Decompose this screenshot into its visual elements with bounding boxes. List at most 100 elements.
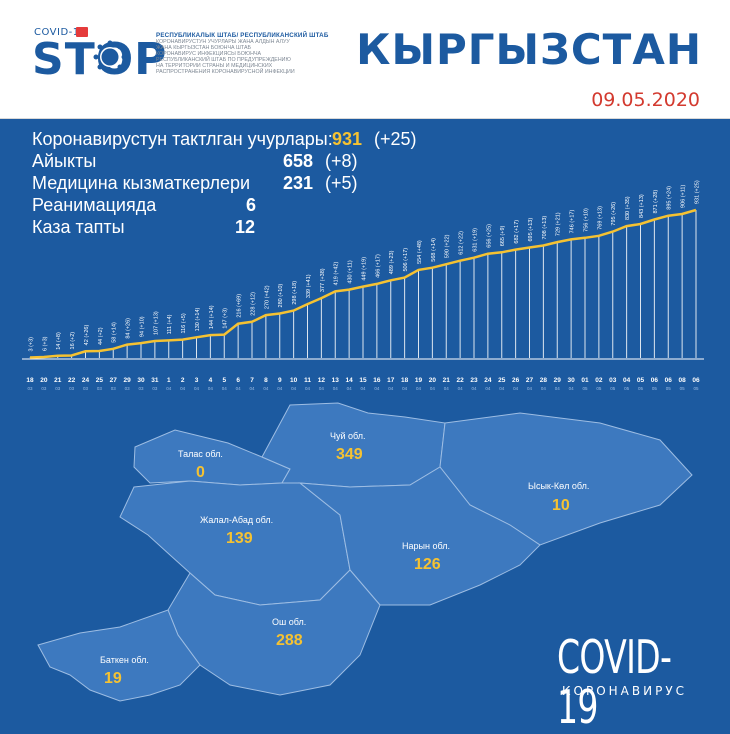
chart-x-tick-month: 04 bbox=[374, 386, 380, 391]
chart-x-tick-month: 04 bbox=[458, 386, 464, 391]
chart-data-label: 568 (+14) bbox=[431, 238, 437, 262]
chart-x-tick-day: 23 bbox=[470, 377, 478, 384]
chart-x-tick-day: 12 bbox=[318, 377, 326, 384]
logo-line: РАСПРОСТРАНЕНИЯ КОРОНАВИРУСНОЙ ИНФЕКЦИИ bbox=[156, 69, 295, 75]
chart-x-tick-month: 04 bbox=[347, 386, 353, 391]
chart-data-label: 377 (+38) bbox=[320, 268, 326, 292]
chart-data-label: 44 (+2) bbox=[98, 327, 104, 345]
chart-data-label: 42 (+26) bbox=[84, 325, 90, 346]
chart-data-label: 682 (+17) bbox=[514, 220, 520, 244]
chart-x-tick-month: 04 bbox=[194, 386, 200, 391]
chart-x-tick-day: 08 bbox=[679, 377, 687, 384]
chart-x-tick-month: 04 bbox=[263, 386, 269, 391]
chart-x-tick-month: 04 bbox=[402, 386, 408, 391]
region-value-talas: 0 bbox=[196, 464, 205, 481]
chart-x-tick-month: 04 bbox=[277, 386, 283, 391]
chart-x-tick-day: 19 bbox=[415, 377, 423, 384]
chart-data-label: 298 (+18) bbox=[292, 281, 298, 305]
chart-x-tick-month: 04 bbox=[416, 386, 422, 391]
region-name-chuy: Чуй обл. bbox=[330, 431, 366, 441]
chart-x-tick-month: 04 bbox=[430, 386, 436, 391]
chart-x-tick-month: 04 bbox=[569, 386, 575, 391]
chart-x-tick-month: 04 bbox=[291, 386, 297, 391]
chart-x-tick-day: 6 bbox=[236, 377, 240, 384]
chart-x-tick-day: 5 bbox=[222, 377, 226, 384]
chart-x-tick-month: 05 bbox=[610, 386, 616, 391]
chart-x-tick-month: 03 bbox=[97, 386, 103, 391]
chart-data-label: 729 (+21) bbox=[556, 212, 562, 236]
chart-data-label: 554 (+48) bbox=[417, 240, 423, 264]
chart-x-tick-month: 04 bbox=[249, 386, 255, 391]
chart-x-tick-month: 04 bbox=[222, 386, 228, 391]
chart-x-tick-day: 3 bbox=[195, 377, 199, 384]
chart-x-tick-day: 03 bbox=[609, 377, 617, 384]
stat-value: 6 bbox=[246, 195, 257, 215]
region-value-batken: 19 bbox=[104, 670, 122, 687]
chart-x-tick-month: 04 bbox=[360, 386, 366, 391]
chart-data-label: 871 (+28) bbox=[653, 190, 659, 214]
chart-x-tick-day: 05 bbox=[637, 377, 645, 384]
chart-x-tick-day: 31 bbox=[151, 377, 159, 384]
chart-x-tick-month: 03 bbox=[138, 386, 144, 391]
region-chuy bbox=[261, 402, 446, 488]
chart-data-label: 708 (+13) bbox=[542, 216, 548, 240]
chart-x-tick-day: 4 bbox=[209, 377, 213, 384]
chart-data-label: 94 (+10) bbox=[140, 316, 146, 337]
chart-x-tick-day: 26 bbox=[512, 377, 520, 384]
chart-x-tick-month: 05 bbox=[582, 386, 588, 391]
chart-x-tick-month: 05 bbox=[638, 386, 644, 391]
chart-data-label: 756 (+10) bbox=[584, 208, 590, 232]
chart-x-tick-day: 27 bbox=[526, 377, 534, 384]
brand-subtitle: КОРОНАВИРУС bbox=[562, 684, 688, 698]
chart-data-label: 843 (+13) bbox=[639, 194, 645, 218]
logo-line: РЕСПУБЛИКАНСКИЙ ШТАБ ПО ПРЕДУПРЕЖДЕНИЮ bbox=[156, 57, 291, 63]
chart-x-tick-month: 04 bbox=[319, 386, 325, 391]
stat-label: Айыкты bbox=[32, 151, 97, 171]
chart-series-line bbox=[29, 208, 697, 359]
chart-x-tick-day: 02 bbox=[595, 377, 603, 384]
region-value-osh: 288 bbox=[276, 632, 303, 649]
region-value-jalal-abad: 139 bbox=[226, 530, 253, 547]
chart-x-tick-month: 05 bbox=[652, 386, 658, 391]
chart-x-tick-day: 06 bbox=[665, 377, 673, 384]
chart-x-tick-month: 05 bbox=[680, 386, 686, 391]
stat-delta: (+8) bbox=[325, 151, 358, 171]
logo-line: КОРОНАВИРУСТУН УЧУРЛАРЫ ЖАНА АЛДЫН АЛУУ bbox=[156, 39, 290, 45]
chart-x-tick-day: 1 bbox=[167, 377, 171, 384]
country-title: КЫРГЫЗСТАН bbox=[356, 25, 702, 74]
chart-data-label: 216 (+69) bbox=[237, 294, 243, 318]
chart-x-tick-day: 29 bbox=[554, 377, 562, 384]
chart-data-label: 489 (+23) bbox=[389, 250, 395, 274]
chart-x-tick-day: 25 bbox=[498, 377, 506, 384]
chart-x-tick-day: 18 bbox=[401, 377, 409, 384]
chart-data-label: 58 (+14) bbox=[112, 322, 118, 343]
chart-x-tick-day: 13 bbox=[332, 377, 340, 384]
chart-x-tick-month: 03 bbox=[55, 386, 61, 391]
chart-x-tick-month: 03 bbox=[83, 386, 89, 391]
region-name-issyk-kul: Ысык-Көл обл. bbox=[528, 481, 589, 491]
chart-data-label: 339 (+41) bbox=[306, 274, 312, 298]
stat-value: 931 bbox=[332, 129, 363, 149]
chart-x-tick-day: 06 bbox=[692, 377, 700, 384]
chart-x-tick-month: 03 bbox=[69, 386, 75, 391]
chart-x-tick-day: 2 bbox=[181, 377, 185, 384]
region-name-jalal-abad: Жалал-Абад обл. bbox=[200, 515, 273, 525]
chart-x-tick-day: 21 bbox=[443, 377, 451, 384]
chart-x-tick-day: 04 bbox=[623, 377, 631, 384]
chart-x-tick-day: 7 bbox=[250, 377, 254, 384]
chart-x-tick-day: 11 bbox=[304, 377, 311, 384]
region-value-issyk-kul: 10 bbox=[552, 497, 570, 514]
chart-x-tick-month: 03 bbox=[152, 386, 158, 391]
chart-x-tick-month: 03 bbox=[27, 386, 33, 391]
chart-data-label: 270 (+42) bbox=[264, 285, 270, 309]
chart-x-tick-day: 20 bbox=[40, 377, 48, 384]
chart-x-tick-day: 9 bbox=[278, 377, 282, 384]
cumulative-cases-chart: 3 (+3) 6 (+3) 14 (+8) 16 (+2) 42 (+26) 44 (+2… bbox=[22, 180, 704, 391]
chart-x-tick-month: 05 bbox=[596, 386, 602, 391]
chart-x-tick-day: 25 bbox=[96, 377, 104, 384]
stat-value: 658 bbox=[283, 151, 314, 171]
kyrgyz-flag-icon bbox=[76, 27, 88, 37]
virus-icon bbox=[93, 40, 127, 74]
chart-data-label: 795 (+26) bbox=[611, 202, 617, 226]
chart-data-label: 466 (+17) bbox=[375, 254, 381, 278]
